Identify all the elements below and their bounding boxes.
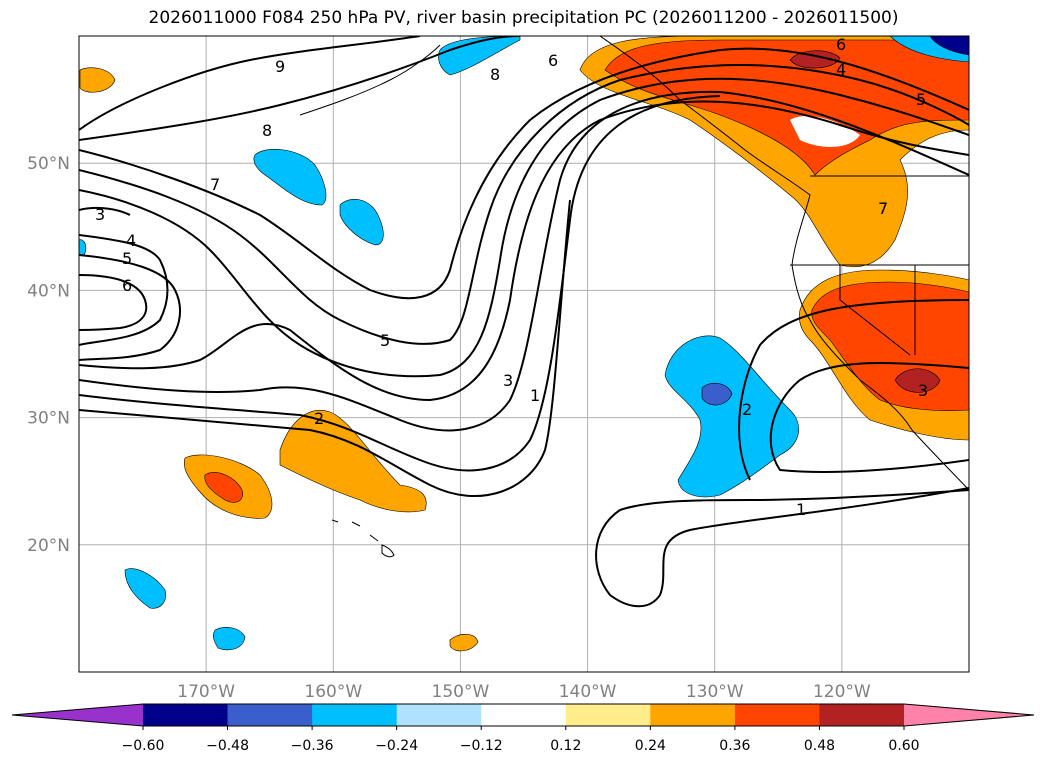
contour-label: 9 [275,57,285,76]
north-america-coast [599,36,969,491]
contour-label: 2 [314,409,324,428]
positive-anomaly-california-max [894,368,941,393]
colorbar-tick-label: 0.60 [888,738,919,754]
colorbar-tick-label: −0.36 [291,738,334,754]
pv-contour-2b [769,362,969,473]
contour-label: 7 [210,175,220,194]
longitude-axis: 170°W 160°W 150°W 140°W 130°W 120°W [177,682,871,702]
hawaii-4 [381,544,395,558]
contour-label: 1 [530,386,540,405]
colorbar-tick-label: 0.48 [804,738,835,754]
negative-anomaly-sw2 [213,627,246,651]
colorbar-segment [819,704,905,726]
pv-contour-3 [79,90,969,432]
pv-contour-1b [595,487,969,608]
pv-contour-7 [79,47,969,300]
contour-label: 3 [503,371,513,390]
pv-contour-3b [79,206,131,216]
contour-label: 4 [836,60,846,79]
longitude-tick-label: 140°W [559,682,617,702]
colorbar-tick-label: −0.60 [122,738,165,754]
contour-label: 6 [122,276,132,295]
latitude-tick-label: 20°N [27,536,70,556]
white-gap-interior [790,115,860,147]
pv-contour-6 [79,64,969,345]
negative-anomaly-east-pacific [664,335,799,498]
positive-anomaly-west-core [204,472,243,503]
pv-contours [79,36,969,608]
contour-label: 6 [548,51,558,70]
hawaii-2 [351,521,361,527]
negative-anomaly-sw1 [124,568,166,609]
pv-contour-2c [738,299,969,481]
map-frame [78,35,970,673]
state-border-2 [839,265,911,356]
map-title: 2026011000 F084 250 hPa PV, river basin … [148,8,899,28]
longitude-tick-label: 130°W [686,682,744,702]
contour-label-group: 9 8 8 6 6 4 5 7 3 4 5 6 5 3 1 2 2 1 7 3 [95,35,928,519]
contour-label: 8 [490,65,500,84]
colorbar-tick-label: 0.36 [719,738,750,754]
colorbar-extend-low [12,704,143,726]
colorbar-segment [650,704,736,726]
contour-label: 3 [95,205,105,224]
map-plot-area: 9 8 8 6 6 4 5 7 3 4 5 6 5 3 1 2 2 1 7 3 [79,35,969,672]
contour-label: 4 [126,231,136,250]
pv-contour-6b [79,274,148,331]
pv-contour-5b [79,254,181,361]
contour-label: 6 [836,35,846,54]
contour-label: 5 [122,249,132,268]
contour-label: 5 [380,331,390,350]
contour-label: 8 [262,121,272,140]
colorbar-extend-high [904,704,1034,726]
pv-contour-2a [79,95,721,472]
contour-label: 2 [742,400,752,419]
positive-anomaly-central-pacific [279,410,427,513]
pv-contour-5 [79,77,969,378]
colorbar-segment [312,704,398,726]
negative-anomaly-n3 [438,36,521,76]
pv-contour-8 [79,36,521,141]
aleutians [299,44,441,116]
negative-anomaly-ne-core [929,36,969,56]
latitude-axis: 20°N 30°N 40°N 50°N [27,154,70,556]
colorbar-tick-label: −0.24 [375,738,418,754]
contour-label: 5 [916,90,926,109]
pv-contour-4 [79,100,969,402]
pv-contour-1 [79,199,571,498]
colorbar-tick-label: 0.24 [635,738,666,754]
colorbar-segment [143,704,229,726]
colorbar: −0.60 −0.48 −0.36 −0.24 −0.12 0.12 0.24 0.36 0.4… [11,703,1035,754]
colorbar-tick-label: −0.48 [206,738,249,754]
colorbar-segment [565,704,651,726]
positive-anomaly-small-1 [79,67,116,93]
negative-anomaly-max [701,382,733,406]
coastlines [299,36,969,558]
colorbar-segment [734,704,820,726]
colorbar-segment [227,704,313,726]
hawaii-1 [331,519,339,523]
longitude-tick-label: 120°W [813,682,871,702]
hawaii-3 [369,534,379,542]
colorbar-segment [481,704,567,726]
longitude-tick-label: 160°W [304,682,362,702]
latitude-tick-label: 30°N [27,409,70,429]
contour-label: 7 [878,199,888,218]
contour-label: 1 [796,500,806,519]
colorbar-segment [396,704,482,726]
longitude-tick-label: 170°W [177,682,235,702]
negative-anomaly-n1 [253,149,327,206]
positive-anomaly-small-2 [449,633,479,652]
pv-contour-4b [79,234,169,346]
latitude-tick-label: 40°N [27,281,70,301]
colorbar-tick-label: 0.12 [550,738,581,754]
pv-contour-9 [79,36,421,131]
colorbar-tick-label: −0.12 [460,738,503,754]
negative-anomaly-n2 [339,198,384,246]
latitude-tick-label: 50°N [27,154,70,174]
contour-label: 3 [918,381,928,400]
longitude-tick-label: 150°W [432,682,490,702]
